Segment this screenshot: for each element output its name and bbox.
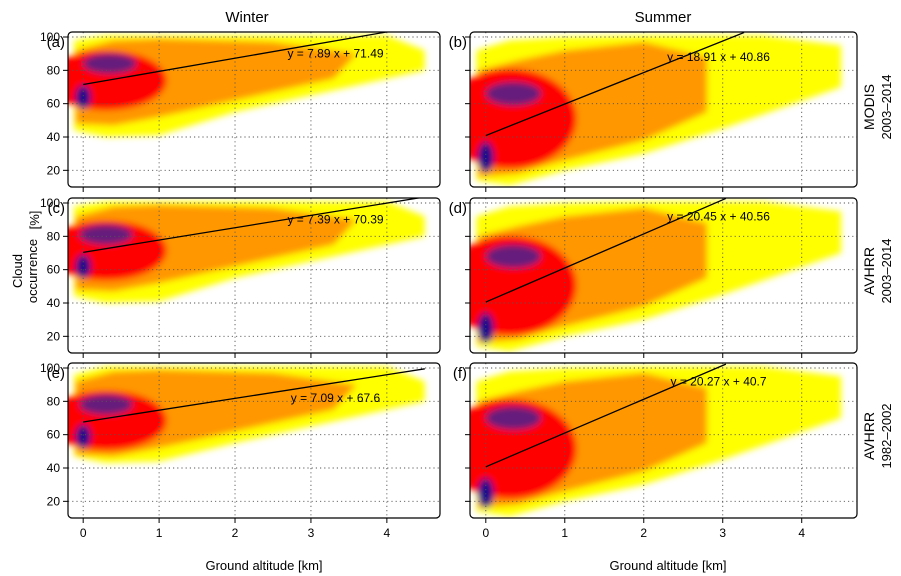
panel-e-letter: (e) (47, 365, 65, 382)
panel-a-fit-equation: y = 7.89 x + 71.49 (287, 47, 383, 61)
panel-f-letter: (f) (453, 365, 467, 382)
panel-b-grid (470, 32, 857, 187)
panel-b-frame (469, 31, 858, 188)
density-secondary-peak (79, 224, 133, 245)
panel-b-letter: (b) (449, 34, 467, 51)
panel-f-frame (469, 362, 858, 519)
panel-b-fit-line (485, 32, 745, 137)
panel-c-density-field (68, 201, 425, 303)
panel-a-plot-area (68, 32, 440, 187)
panel-c-fit-line (83, 198, 423, 253)
x-tick-label: 4 (798, 526, 805, 540)
x-tick-label: 3 (308, 526, 315, 540)
row-label-2-dataset: AVHRR (861, 247, 877, 295)
density-core-peak (477, 478, 494, 508)
x-tick-label: 0 (80, 526, 87, 540)
x-axis-label-left: Ground altitude [km] (205, 558, 322, 573)
panel-f-plot-area (470, 363, 857, 518)
y-axis-label-line2: occurrence (25, 239, 40, 303)
row-label-3-dataset: AVHRR (861, 412, 877, 460)
y-tick-label: 100 (40, 196, 60, 210)
panel-b-fit-equation: y = 18.91 x + 40.86 (667, 50, 770, 64)
density-secondary-peak (83, 53, 137, 74)
panel-a-density-field (68, 35, 425, 138)
x-tick-label: 4 (384, 526, 391, 540)
density-secondary-peak (485, 82, 542, 106)
panel-e-grid (68, 363, 440, 518)
x-tick-label: 2 (232, 526, 239, 540)
y-tick-label: 100 (40, 30, 60, 44)
panel-a-letter: (a) (47, 34, 65, 51)
panel-c-plot-area (68, 198, 440, 353)
density-core-peak (75, 85, 91, 109)
y-tick-label: 80 (47, 63, 61, 77)
row-label-3-period: 1982–2002 (879, 403, 894, 468)
panel-e-frame (67, 362, 441, 519)
row-label-1-dataset: MODIS (861, 84, 877, 130)
y-tick-label: 40 (47, 296, 61, 310)
x-tick-label: 1 (561, 526, 568, 540)
density-core-peak (477, 313, 494, 343)
panel-c-frame (67, 197, 441, 354)
density-secondary-peak (485, 406, 542, 430)
y-tick-label: 80 (47, 229, 61, 243)
panel-f-grid (470, 363, 857, 518)
y-tick-label: 100 (40, 361, 60, 375)
panel-c-grid (68, 198, 440, 353)
row-label-2-period: 2003–2014 (879, 238, 894, 303)
panel-e-plot-area (68, 363, 440, 518)
col-title-summer: Summer (635, 9, 692, 26)
x-tick-label: 1 (156, 526, 163, 540)
x-axis-label-right: Ground altitude [km] (609, 558, 726, 573)
panel-e-density-field (68, 366, 425, 463)
x-tick-label: 3 (719, 526, 726, 540)
y-tick-label: 80 (47, 394, 61, 408)
y-tick-label: 40 (47, 130, 61, 144)
panel-a-fit-line (83, 32, 389, 86)
panel-a-frame (67, 31, 441, 188)
panel-c-fit-equation: y = 7.39 x + 70.39 (287, 213, 383, 227)
panel-e-fit-equation: y = 7.09 x + 67.6 (291, 391, 381, 405)
panel-d-frame (469, 197, 858, 354)
y-tick-label: 40 (47, 461, 61, 475)
density-secondary-peak (79, 394, 133, 415)
panel-d-density-field (470, 201, 842, 352)
y-tick-label: 20 (47, 494, 61, 508)
panel-d-fit-equation: y = 20.45 x + 40.56 (667, 209, 770, 223)
density-core-peak (75, 424, 91, 449)
panel-b-density-field (470, 35, 842, 186)
panel-d-letter: (d) (449, 200, 467, 217)
y-axis-label-line1: Cloud (10, 254, 25, 288)
density-core-peak (477, 142, 494, 172)
panel-f-fit-line (485, 363, 727, 468)
y-tick-label: 20 (47, 329, 61, 343)
y-tick-label: 20 (47, 163, 61, 177)
panel-d-grid (470, 198, 857, 353)
y-tick-label: 60 (47, 263, 61, 277)
x-tick-label: 2 (640, 526, 647, 540)
density-secondary-peak (485, 244, 542, 268)
panel-f-density-field (470, 366, 842, 517)
row-label-1-period: 2003–2014 (879, 74, 894, 139)
y-tick-label: 60 (47, 428, 61, 442)
panel-b-plot-area (470, 32, 857, 187)
y-axis-label-unit: [%] (27, 211, 42, 230)
x-tick-label: 0 (482, 526, 489, 540)
panel-f-fit-equation: y = 20.27 x + 40.7 (670, 374, 766, 388)
panel-c-letter: (c) (48, 200, 66, 217)
y-tick-label: 60 (47, 97, 61, 111)
panel-e-fit-line (83, 368, 425, 423)
panel-d-fit-line (485, 198, 727, 303)
col-title-winter: Winter (225, 9, 268, 26)
panel-d-plot-area (470, 198, 857, 353)
